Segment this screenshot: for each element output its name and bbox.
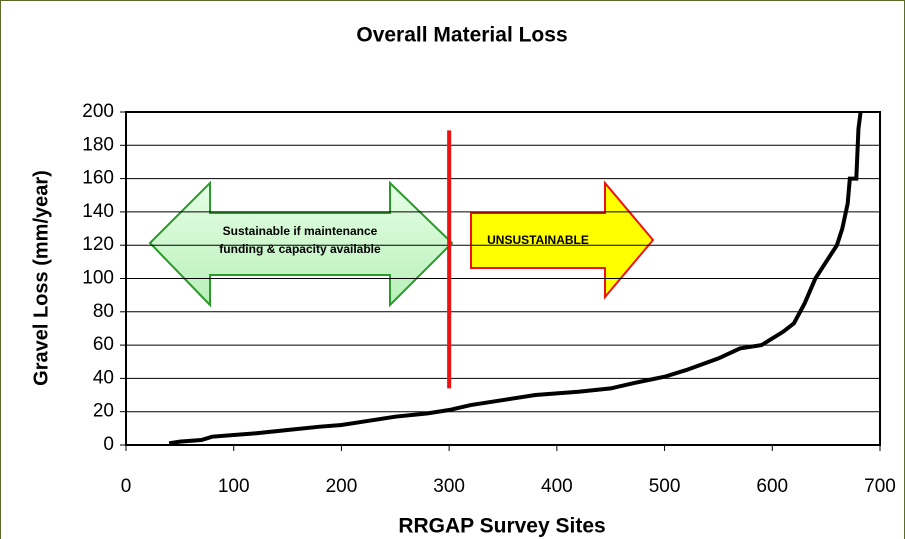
y-tick-label: 60 [93,334,114,355]
x-axis-title: RRGAP Survey Sites [398,515,605,538]
y-tick-label: 40 [93,367,114,388]
y-tick-label: 100 [82,268,114,289]
y-tick-label: 160 [82,168,114,189]
annotation: UNSUSTAINABLE [487,233,589,247]
y-tick-label: 180 [82,134,114,155]
y-tick-label: 120 [82,234,114,255]
annotation: funding & capacity available [219,242,381,256]
x-tick-label: 600 [756,476,788,497]
y-tick-label: 80 [93,301,114,322]
y-tick-label: 200 [82,101,114,122]
y-axis-title: Gravel Loss (mm/year) [30,170,52,386]
x-tick-label: 400 [541,476,573,497]
x-tick-label: 0 [121,476,132,497]
y-tick-label: 140 [82,201,114,222]
sustainable-arrow [148,180,454,308]
x-tick-label: 500 [649,476,681,497]
y-tick-label: 0 [103,434,114,455]
plot-area [125,111,881,446]
x-tick-label: 200 [326,476,358,497]
x-tick-label: 300 [433,476,465,497]
data-line [168,111,863,446]
y-tick-label: 20 [93,401,114,422]
chart-title: Overall Material Loss [356,24,567,47]
x-tick-label: 100 [218,476,250,497]
x-tick-label: 700 [864,476,896,497]
annotation: Sustainable if maintenance [223,224,378,238]
